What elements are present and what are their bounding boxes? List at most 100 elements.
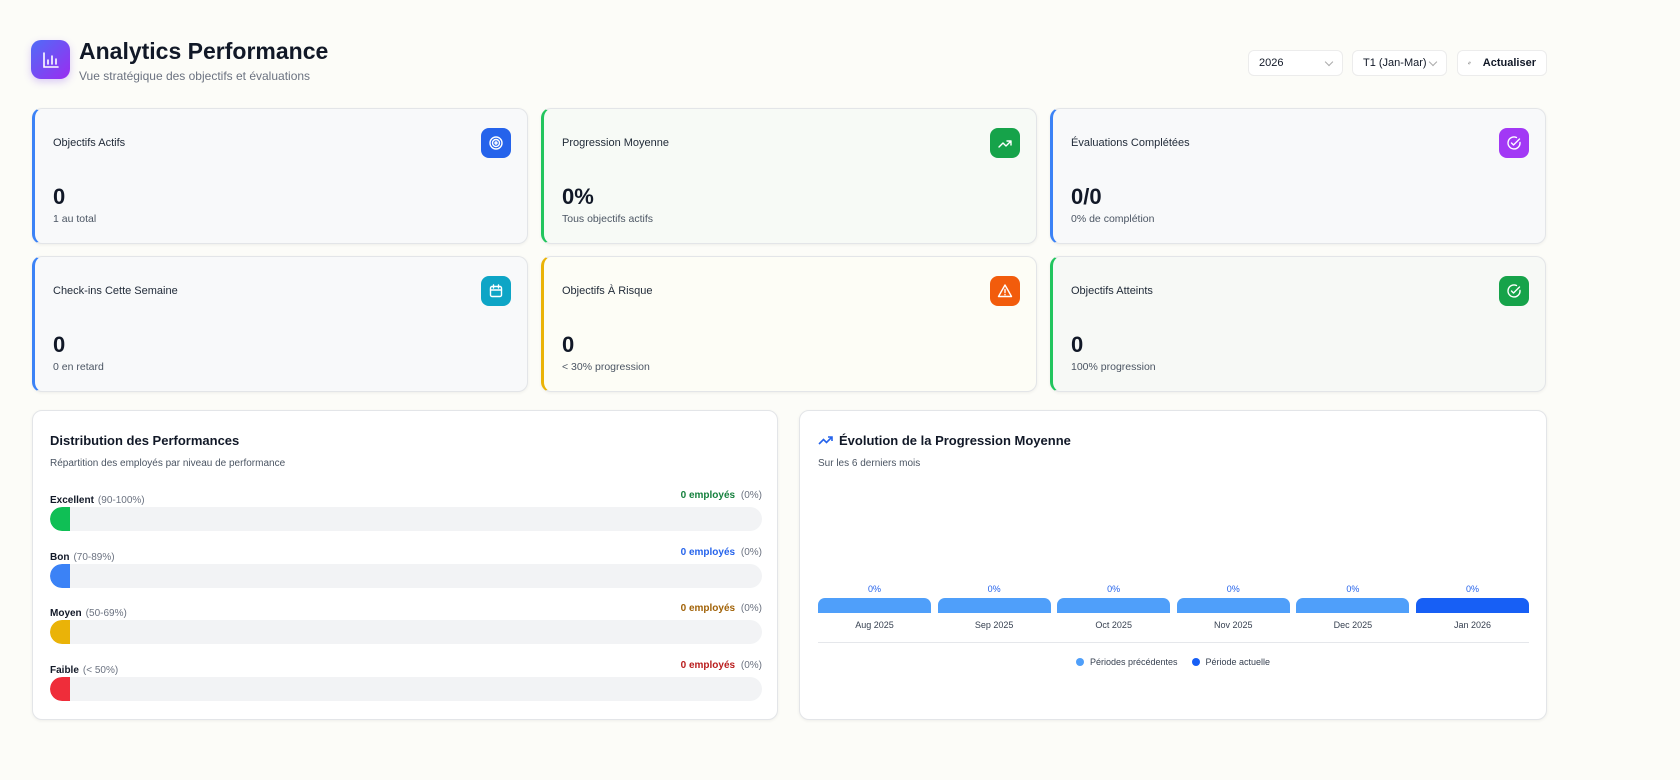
page-title: Analytics Performance (79, 38, 329, 64)
stat-label: Objectifs Actifs (53, 137, 126, 149)
stat-subtext: < 30% progression (562, 361, 650, 373)
level-percent: (0%) (740, 546, 762, 558)
bar-category-label: Jan 2026 (1453, 620, 1492, 630)
distribution-subtitle: Répartition des employés par niveau de p… (50, 458, 286, 469)
distribution-row: Moyen (50-69%) 0 employés (0%) (50, 603, 762, 644)
level-name: Moyen (50, 608, 82, 619)
year-value: 2026 (1259, 57, 1284, 69)
refresh-icon (1468, 61, 1471, 65)
analytics-logo (31, 40, 70, 79)
refresh-button[interactable]: Actualiser (1457, 50, 1547, 76)
level-progress-fill (50, 563, 70, 588)
evolution-subtitle: Sur les 6 derniers mois (818, 458, 921, 469)
distribution-panel: Distribution des Performances Répartitio… (32, 410, 778, 720)
chart-bar[interactable] (937, 598, 1051, 613)
level-name: Excellent (50, 495, 94, 506)
chevron-down-icon (1428, 57, 1438, 66)
period-select[interactable]: T1 (Jan-Mar) (1352, 50, 1447, 76)
bar-value-label: 0% (1465, 584, 1479, 594)
stat-value: 0% (562, 184, 594, 209)
chart-bar[interactable] (818, 598, 931, 613)
level-percent: (0%) (740, 659, 762, 671)
level-percent: (0%) (740, 603, 762, 614)
trending-up-icon (818, 436, 833, 445)
legend-current: Période actuelle (1205, 657, 1271, 667)
level-percent: (0%) (740, 490, 762, 501)
chart-divider (818, 642, 1529, 643)
check-circle-icon (1499, 128, 1529, 158)
bar-value-label: 0% (987, 584, 1001, 594)
page-subtitle: Vue stratégique des objectifs et évaluat… (79, 69, 311, 83)
distribution-title: Distribution des Performances (50, 433, 240, 448)
level-name: Bon (50, 551, 70, 563)
stat-subtext: Tous objectifs actifs (562, 213, 654, 225)
stat-value: 0 (53, 184, 66, 209)
bar-category-label: Dec 2025 (1333, 620, 1373, 630)
level-progress-fill (50, 676, 70, 701)
legend-swatch-previous (1075, 658, 1084, 666)
level-count: 0 employés (680, 490, 736, 501)
distribution-row: Excellent (90-100%) 0 employés (0%) (50, 490, 762, 531)
stat-label: Progression Moyenne (562, 137, 670, 149)
chart-bar[interactable] (1416, 598, 1529, 613)
distribution-row: Bon (70-89%) 0 employés (0%) (50, 546, 762, 588)
level-count: 0 employés (680, 546, 736, 558)
year-select[interactable]: 2026 (1248, 50, 1343, 76)
level-count: 0 employés (680, 659, 736, 671)
target-icon (481, 128, 511, 158)
legend-swatch-current (1191, 658, 1200, 666)
stat-label: Objectifs Atteints (1071, 285, 1153, 297)
stat-card: Objectifs À Risque 0 < 30% progression (541, 256, 1037, 392)
level-count: 0 employés (680, 603, 736, 614)
evolution-panel: Évolution de la Progression Moyenne Sur … (799, 410, 1547, 720)
stat-value: 0 (562, 332, 575, 357)
stat-value: 0/0 (1071, 184, 1102, 209)
chart-bar[interactable] (1296, 598, 1410, 613)
level-progress-fill (50, 507, 70, 531)
bar-category-label: Oct 2025 (1095, 620, 1132, 630)
bar-value-label: 0% (1346, 584, 1360, 594)
chart-bar[interactable] (1176, 598, 1290, 613)
bar-category-label: Nov 2025 (1214, 620, 1253, 630)
bar-chart-icon (42, 51, 59, 68)
level-progress-fill (50, 620, 70, 644)
bar-value-label: 0% (1107, 584, 1121, 594)
chart-legend: Périodes précédentes Période actuelle (800, 657, 1546, 667)
bar-value-label: 0% (867, 584, 881, 594)
calendar-icon (481, 276, 511, 306)
legend-previous: Périodes précédentes (1089, 657, 1178, 667)
level-range: (70-89%) (73, 551, 115, 563)
level-progress-track (50, 507, 762, 531)
chevron-down-icon (1324, 57, 1334, 66)
stat-card: Progression Moyenne 0% Tous objectifs ac… (541, 108, 1037, 244)
level-range: (< 50%) (82, 664, 119, 676)
stat-card: Objectifs Atteints 0 100% progression (1050, 256, 1546, 392)
bar-category-label: Aug 2025 (855, 620, 894, 630)
evolution-title: Évolution de la Progression Moyenne (839, 433, 1071, 448)
bar-value-label: 0% (1226, 584, 1240, 594)
stat-label: Check-ins Cette Semaine (53, 285, 178, 297)
level-range: (90-100%) (97, 495, 145, 506)
evolution-chart: 0% Aug 2025 0% Sep 2025 0% Oct 2025 0% N… (818, 411, 1529, 651)
period-value: T1 (Jan-Mar) (1363, 57, 1427, 69)
level-progress-track (50, 563, 762, 588)
stat-subtext: 100% progression (1071, 361, 1156, 373)
alert-triangle-icon (990, 276, 1020, 306)
level-name: Faible (50, 664, 79, 676)
stat-subtext: 0 en retard (53, 361, 104, 373)
trending-up-icon (990, 128, 1020, 158)
stat-card: Check-ins Cette Semaine 0 0 en retard (32, 256, 528, 392)
check-circle-icon (1499, 276, 1529, 306)
refresh-label: Actualiser (1482, 57, 1536, 69)
stat-subtext: 1 au total (53, 213, 97, 225)
bar-category-label: Sep 2025 (974, 620, 1014, 630)
stat-label: Objectifs À Risque (562, 285, 653, 297)
stat-label: Évaluations Complétées (1071, 137, 1190, 149)
stat-subtext: 0% de complétion (1071, 213, 1155, 225)
distribution-row: Faible (< 50%) 0 employés (0%) (50, 659, 762, 701)
level-range: (50-69%) (85, 608, 127, 619)
chart-bar[interactable] (1057, 598, 1171, 613)
level-progress-track (50, 620, 762, 644)
stat-value: 0 (53, 332, 66, 357)
stat-card: Objectifs Actifs 0 1 au total (32, 108, 528, 244)
